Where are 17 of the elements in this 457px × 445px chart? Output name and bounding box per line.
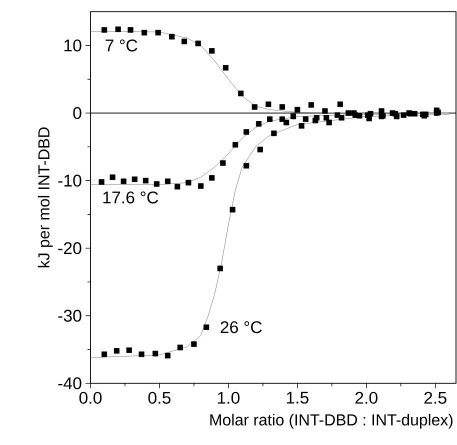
x-tick-label: 1.0 — [218, 392, 240, 404]
x-tick-label: 2.0 — [355, 392, 378, 404]
x-tick-label: 0.0 — [79, 392, 102, 404]
y-tick-label: 10 — [64, 39, 82, 52]
legend-label: 7 °C — [106, 39, 138, 52]
series-label: 17.6 °C — [103, 191, 158, 204]
y-axis-title: kJ per mol INT-DBD — [38, 127, 53, 268]
y-tick-label: -30 — [58, 310, 82, 322]
y-tick-label: -40 — [58, 377, 82, 390]
y-tick-label: 0 — [73, 107, 82, 120]
x-axis-title: Molar ratio (INT-DBD : INT-duplex) — [210, 414, 452, 429]
x-tick-label: 1.5 — [286, 392, 308, 404]
y-tick-label: -10 — [58, 174, 82, 187]
series-label: 26 °C — [220, 321, 262, 334]
y-tick-label: -20 — [58, 242, 82, 254]
x-tick-label: 0.5 — [148, 392, 171, 404]
x-tick-label: 2.5 — [424, 392, 446, 404]
